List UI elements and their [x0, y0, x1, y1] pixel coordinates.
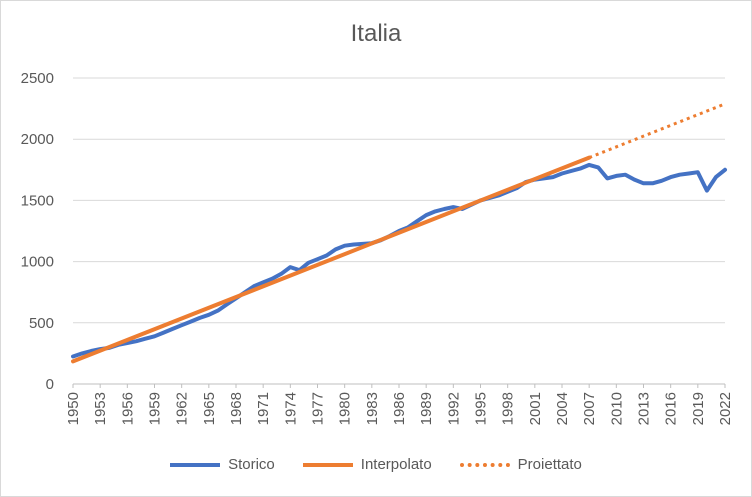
legend-item-storico[interactable]: Storico [170, 456, 275, 473]
legend-item-interpolato[interactable]: Interpolato [302, 456, 432, 473]
x-tick-label: 2007 [581, 392, 598, 425]
legend-label-proiettato: Proiettato [517, 456, 582, 473]
x-tick-label: 2010 [608, 392, 625, 425]
x-tick-label: 1968 [228, 392, 245, 425]
x-tick-label: 1974 [282, 392, 299, 425]
x-tick-label: 1956 [119, 392, 136, 425]
legend-label-storico: Storico [228, 456, 275, 473]
x-tick-label: 2016 [663, 392, 680, 425]
x-tick-label: 1965 [201, 392, 218, 425]
y-tick-label: 2000 [21, 131, 54, 148]
y-tick-label: 500 [29, 315, 54, 332]
series-line-proiettato [588, 102, 726, 159]
x-tick-label: 1998 [500, 392, 517, 425]
legend-swatch-storico [170, 462, 221, 467]
x-tick-label: 1953 [92, 392, 109, 425]
x-tick-label: 1971 [255, 392, 272, 425]
x-tick-label: 1977 [310, 392, 327, 425]
y-tick-label: 2500 [21, 70, 54, 87]
x-tick-label: 1986 [391, 392, 408, 425]
x-tick-label: 1983 [364, 392, 381, 425]
x-tick-label: 2019 [690, 392, 707, 425]
x-tick-label: 1950 [65, 392, 82, 425]
x-tick-label: 1995 [473, 392, 490, 425]
legend-swatch-interpolato [302, 462, 353, 467]
x-tick-label: 2001 [527, 392, 544, 425]
legend: Storico Interpolato Proiettato [0, 456, 752, 473]
x-tick-label: 1959 [147, 392, 164, 425]
series-line-storico [71, 162, 727, 359]
y-tick-label: 1500 [21, 192, 54, 209]
y-tick-label: 0 [46, 376, 54, 393]
x-tick-label: 1980 [337, 392, 354, 425]
legend-item-proiettato[interactable]: Proiettato [459, 456, 582, 473]
x-tick-label: 1962 [174, 392, 191, 425]
x-tick-label: 2004 [554, 392, 571, 425]
y-tick-label: 1000 [21, 254, 54, 271]
series-line-interpolato [71, 155, 592, 364]
x-tick-label: 2013 [636, 392, 653, 425]
legend-label-interpolato: Interpolato [360, 456, 432, 473]
chart-title: Italia [350, 20, 402, 47]
x-tick-label: 1989 [418, 392, 435, 425]
x-tick-label: 2022 [717, 392, 734, 425]
x-tick-label: 1992 [445, 392, 462, 425]
legend-swatch-proiettato [459, 462, 510, 467]
